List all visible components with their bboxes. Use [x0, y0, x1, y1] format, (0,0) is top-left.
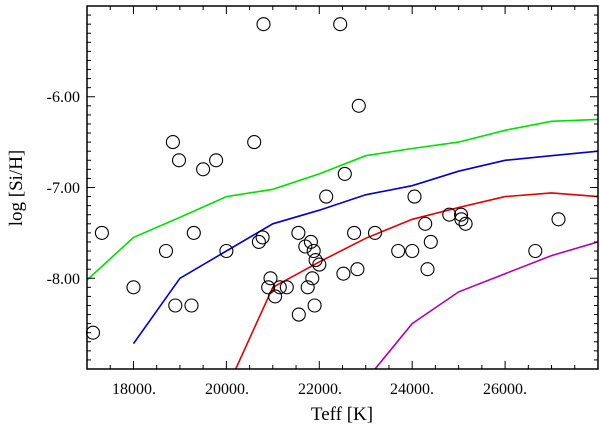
data-point [306, 243, 321, 259]
axis-ticks [86, 5, 599, 370]
series-lines [87, 118, 598, 369]
data-point [186, 225, 201, 240]
data-point [347, 225, 362, 240]
data-point [350, 262, 365, 277]
data-point [407, 189, 422, 204]
data-point [351, 98, 366, 113]
x-axis-title: Teff [K] [311, 404, 373, 425]
x-tick-label: 18000. [112, 381, 156, 398]
data-point [453, 207, 469, 222]
data-point [219, 243, 234, 259]
data-point [94, 225, 109, 240]
data-point [272, 280, 287, 295]
data-point [391, 243, 406, 259]
y-axis-title: log [Si/H] [6, 150, 27, 227]
y-tick-label: -6.00 [47, 89, 80, 106]
data-point [291, 307, 306, 322]
y-tick-label: -7.00 [47, 180, 80, 197]
data-point [247, 135, 262, 150]
series-line-red [234, 192, 598, 369]
data-points [85, 17, 566, 340]
data-point [423, 234, 438, 249]
data-point [126, 280, 141, 295]
data-point [279, 280, 294, 295]
data-point [184, 298, 199, 313]
data-point [454, 212, 469, 227]
data-point [312, 257, 327, 272]
data-point [336, 266, 351, 281]
data-point [551, 212, 566, 227]
data-point [291, 225, 306, 240]
data-point [458, 216, 473, 231]
x-tick-label: 20000. [205, 381, 249, 398]
y-tick-label: -8.00 [47, 271, 80, 288]
x-tick-label: 26000. [483, 381, 527, 398]
series-line-magenta [374, 241, 598, 369]
data-point [251, 234, 266, 249]
data-point [165, 135, 180, 150]
data-point [367, 225, 383, 240]
data-point [255, 230, 270, 245]
x-tick-label: 24000. [390, 381, 434, 398]
data-point [442, 207, 457, 222]
data-point [261, 280, 276, 295]
data-point [303, 234, 318, 249]
data-point [196, 162, 211, 177]
data-point [307, 298, 322, 313]
data-point [528, 243, 543, 259]
series-line-green [87, 118, 598, 281]
data-point [305, 271, 320, 286]
x-tick-label: 22000. [298, 381, 342, 398]
data-point [308, 253, 323, 268]
data-point [209, 153, 224, 168]
data-point [263, 271, 278, 286]
data-point [418, 216, 433, 231]
data-point [300, 280, 315, 295]
data-point [268, 289, 283, 304]
plot-frame [86, 5, 599, 370]
data-point [405, 243, 420, 259]
series-line-blue [132, 150, 598, 345]
data-point [420, 262, 435, 277]
data-point [158, 243, 174, 259]
data-point [171, 153, 187, 168]
data-point [337, 166, 352, 181]
data-point [298, 239, 313, 254]
data-point [168, 298, 183, 313]
data-point [333, 17, 348, 32]
data-point [319, 189, 334, 204]
data-point [256, 17, 271, 32]
